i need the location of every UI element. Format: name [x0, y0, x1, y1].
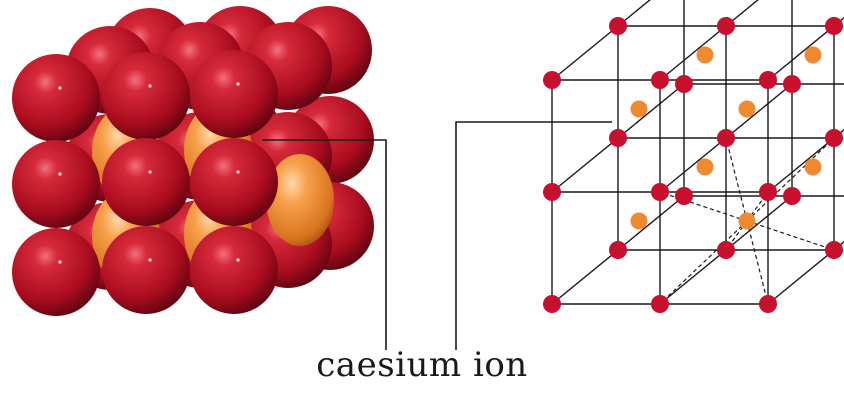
coordination-line: [746, 220, 835, 251]
chloride-ion-front: [12, 140, 100, 228]
chloride-ion: [825, 241, 843, 259]
chloride-ion: [609, 129, 627, 147]
lattice-edge: [767, 16, 844, 81]
highlight: [148, 84, 152, 88]
chloride-ion: [543, 71, 561, 89]
chloride-ion-front: [102, 138, 190, 226]
chloride-ion: [825, 129, 843, 147]
chloride-ion-front: [102, 52, 190, 140]
caesium-ion: [630, 100, 648, 118]
chloride-ion: [717, 17, 735, 35]
chloride-ion: [651, 183, 669, 201]
chloride-ion: [759, 71, 777, 89]
space-filling-model: [12, 6, 374, 316]
caesium-ion: [738, 100, 756, 118]
caesium-ion: [738, 212, 756, 230]
leader-line-left: [262, 139, 387, 350]
chloride-ion: [675, 75, 693, 93]
caesium-ion: [266, 154, 334, 246]
caesium-ion: [804, 158, 822, 176]
caesium-ion-label: caesium ion: [316, 345, 528, 385]
chloride-ion: [759, 295, 777, 313]
caesium-ion: [696, 158, 714, 176]
chloride-ion: [675, 187, 693, 205]
highlight: [236, 170, 240, 174]
coordination-line: [746, 220, 769, 305]
chloride-ion-front: [12, 54, 100, 142]
chloride-ion: [609, 241, 627, 259]
leader-line-right: [455, 121, 612, 350]
highlight: [236, 82, 240, 86]
caption-leader-lines: [262, 121, 612, 350]
chloride-ion: [543, 183, 561, 201]
chloride-ion: [651, 295, 669, 313]
highlight: [58, 86, 62, 90]
chloride-ion: [543, 295, 561, 313]
lattice-model: [543, 0, 844, 313]
chloride-ion-front: [190, 226, 278, 314]
chloride-ion: [759, 183, 777, 201]
highlight: [148, 170, 152, 174]
chloride-ion-front: [190, 50, 278, 138]
chloride-ion: [717, 129, 735, 147]
chloride-ion: [717, 241, 735, 259]
caesium-ion: [696, 46, 714, 64]
coordination-line: [659, 191, 748, 222]
highlight: [58, 260, 62, 264]
chloride-ion: [783, 75, 801, 93]
chloride-ion: [783, 187, 801, 205]
coordination-line: [746, 137, 835, 222]
chloride-ion: [609, 17, 627, 35]
chloride-ion-front: [190, 138, 278, 226]
highlight: [58, 172, 62, 176]
coordination-line: [659, 220, 748, 305]
chloride-ion: [651, 71, 669, 89]
highlight: [148, 258, 152, 262]
caesium-ion: [630, 212, 648, 230]
highlight: [236, 258, 240, 262]
caesium-ion: [804, 46, 822, 64]
chloride-ion-front: [12, 228, 100, 316]
chloride-ion-front: [102, 226, 190, 314]
chloride-ion: [825, 17, 843, 35]
coordination-line: [725, 137, 748, 222]
